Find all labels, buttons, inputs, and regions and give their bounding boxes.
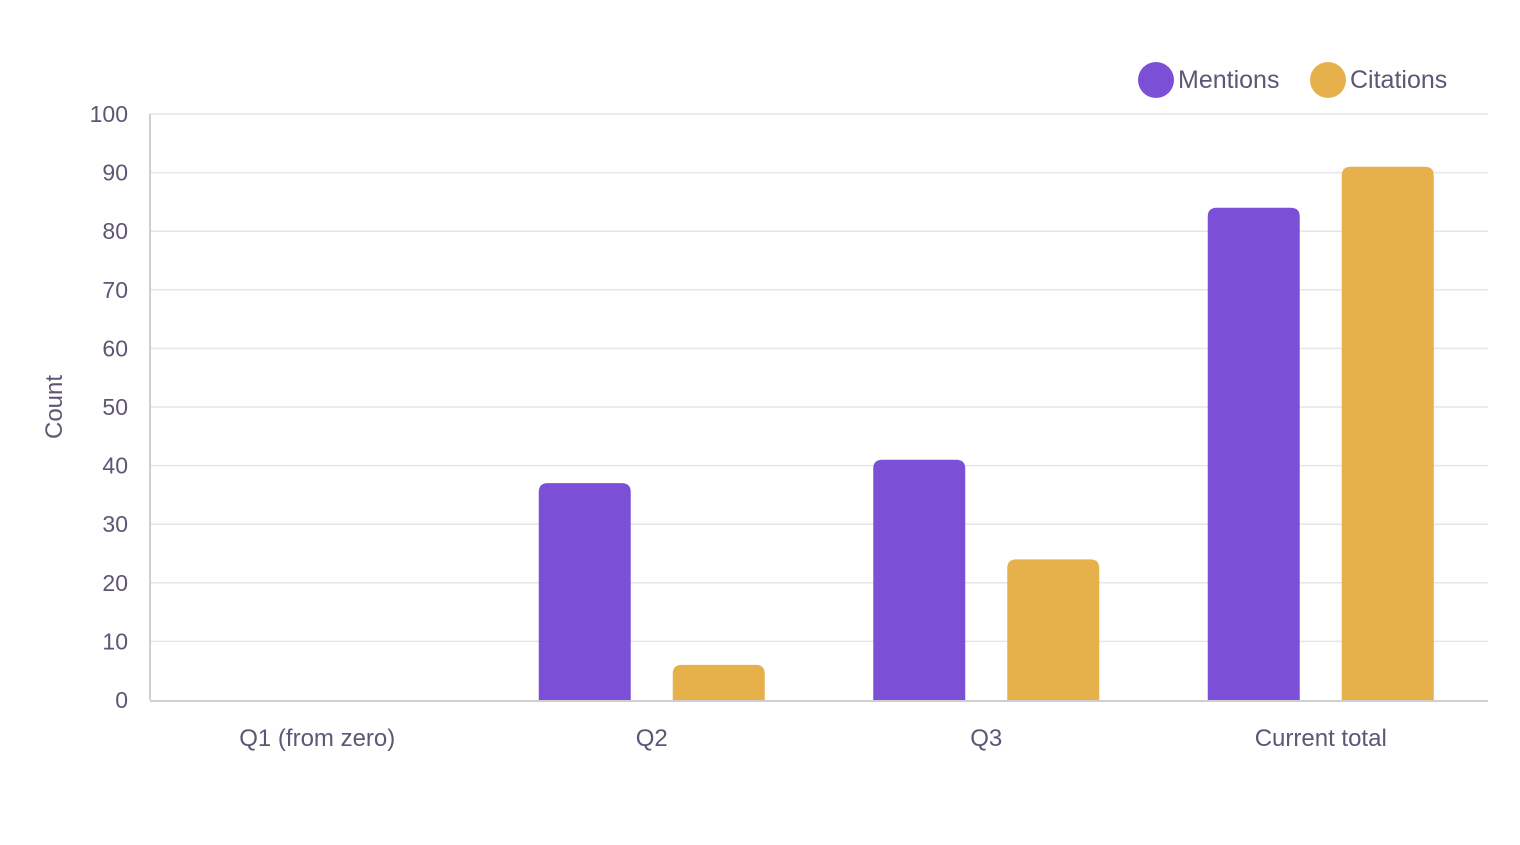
x-axis-categories: Q1 (from zero) Q2 Q3 Current total [239, 725, 1387, 752]
legend-label: Mentions [1178, 66, 1279, 94]
bar-citations-1 [672, 664, 765, 700]
y-tick-label: 10 [102, 628, 128, 654]
x-category-label: Q3 [970, 725, 1002, 752]
y-axis-ticks: 0 10 20 30 40 50 60 70 80 90 100 [90, 101, 128, 713]
y-tick-label: 60 [102, 335, 128, 361]
bar-mentions-1 [538, 483, 631, 700]
legend-item-mentions[interactable]: Mentions [1138, 62, 1279, 98]
x-category-label: Q2 [636, 725, 668, 752]
gridlines [150, 113, 1488, 643]
y-tick-label: 50 [102, 394, 128, 420]
y-tick-label: 20 [102, 570, 128, 596]
y-axis-title: Count [41, 375, 68, 439]
x-category-label: Current total [1255, 725, 1387, 752]
axes [149, 114, 1488, 702]
y-tick-label: 40 [102, 453, 128, 479]
bar-citations-2 [1007, 559, 1100, 700]
legend-item-citations[interactable]: Citations [1310, 62, 1447, 98]
legend-label: Citations [1350, 66, 1447, 94]
legend-swatch [1138, 62, 1174, 98]
bar-mentions-2 [873, 459, 966, 700]
y-tick-label: 100 [90, 101, 128, 127]
bar-citations-3 [1341, 166, 1434, 701]
y-tick-label: 30 [102, 511, 128, 537]
y-tick-label: 0 [115, 687, 128, 713]
legend-swatch [1310, 62, 1346, 98]
x-category-label: Q1 (from zero) [239, 725, 395, 752]
y-tick-label: 70 [102, 277, 128, 303]
y-tick-label: 90 [102, 160, 128, 186]
bars [538, 166, 1434, 701]
bar-mentions-3 [1207, 207, 1300, 700]
y-tick-label: 80 [102, 218, 128, 244]
legend: Mentions Citations [1138, 62, 1447, 98]
